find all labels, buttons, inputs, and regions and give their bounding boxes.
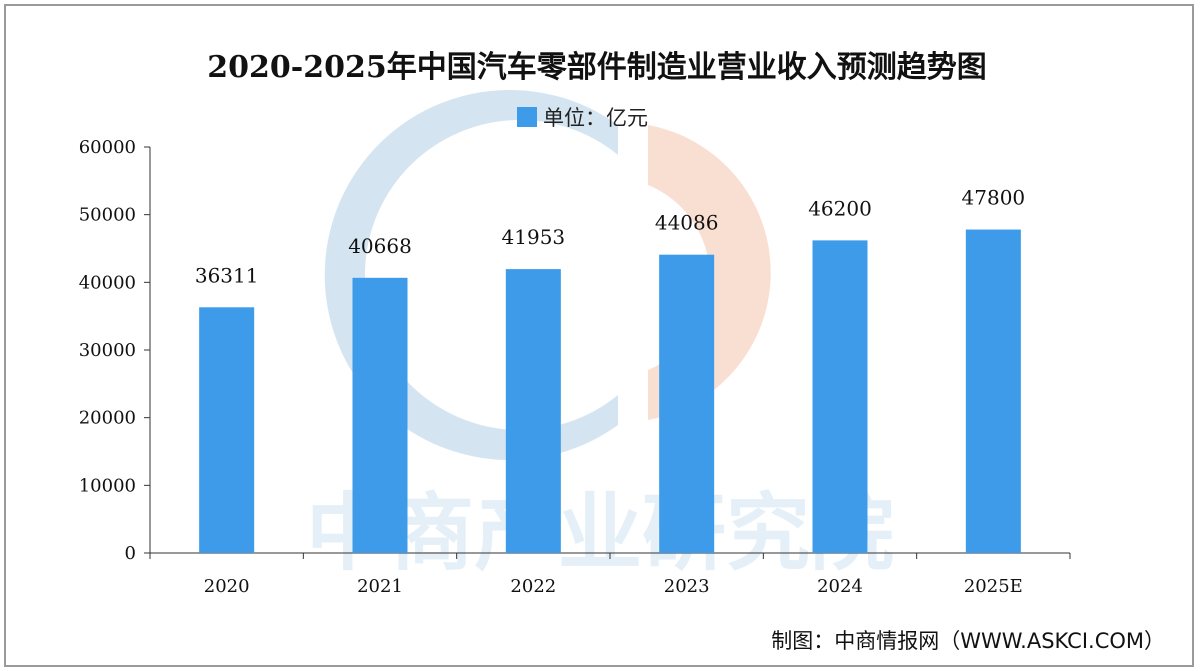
data-label-2024: 46200 — [808, 196, 872, 220]
x-tick-label-2025E: 2025E — [964, 576, 1023, 597]
source-credit: 制图：中商情报网（WWW.ASKCI.COM） — [771, 629, 1165, 653]
data-label-2022: 41953 — [502, 225, 566, 249]
data-label-2021: 40668 — [348, 234, 412, 258]
y-tick-label: 60000 — [79, 137, 136, 158]
data-labels: 36311 40668 41953 44086 46200 47800 — [195, 186, 1025, 288]
y-tick-label: 50000 — [79, 205, 136, 226]
data-label-2020: 36311 — [195, 263, 259, 287]
bar-2021 — [352, 277, 408, 553]
x-tick-label-2023: 2023 — [664, 576, 710, 597]
x-tick-labels: 2020 2021 2022 2023 2024 2025E — [204, 576, 1023, 597]
watermark-logo — [324, 90, 771, 461]
axes — [144, 146, 1071, 559]
x-tick-label-2022: 2022 — [510, 576, 556, 597]
bar-2020 — [199, 307, 255, 553]
y-tick-label: 20000 — [79, 408, 136, 429]
y-tick-labels: 0 10000 20000 30000 40000 50000 60000 — [79, 137, 136, 564]
legend-label: 单位：亿元 — [543, 106, 648, 130]
y-tick-label: 40000 — [79, 272, 136, 293]
y-tick-label: 10000 — [79, 475, 136, 496]
y-tick-label: 30000 — [79, 340, 136, 361]
bar-2023 — [659, 254, 715, 553]
bars — [199, 229, 1021, 553]
bar-2025E — [965, 229, 1021, 553]
y-tick-label: 0 — [125, 543, 136, 564]
watermark-logo-blue-arc — [324, 90, 618, 461]
bar-2022 — [505, 269, 561, 553]
x-tick-label-2024: 2024 — [817, 576, 863, 597]
x-tick-label-2021: 2021 — [357, 576, 403, 597]
x-tick-label-2020: 2020 — [204, 576, 250, 597]
legend-swatch — [517, 107, 537, 127]
watermark-logo-orange-arc — [648, 125, 771, 420]
legend: 单位：亿元 — [517, 106, 648, 130]
chart-title: 2020-2025年中国汽车零部件制造业营业收入预测趋势图 — [207, 50, 986, 85]
bar-2024 — [812, 240, 868, 553]
data-label-2025E: 47800 — [962, 186, 1026, 210]
data-label-2023: 44086 — [655, 211, 719, 235]
